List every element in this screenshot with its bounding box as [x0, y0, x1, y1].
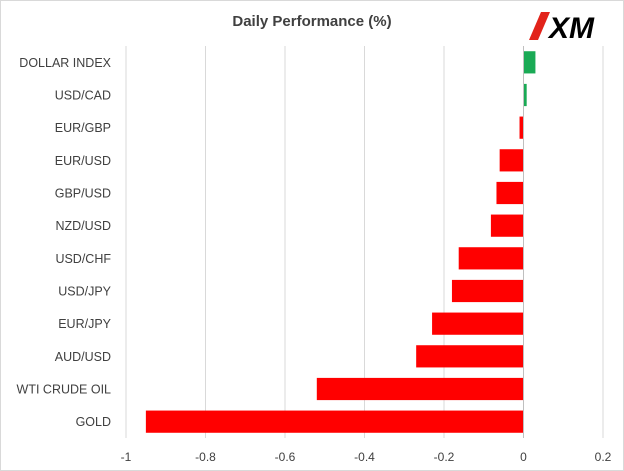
bars: [145, 51, 536, 433]
bar-dollar-index: [523, 51, 536, 74]
x-tick-label: -0.2: [434, 450, 455, 464]
bar-wti-crude-oil: [316, 377, 524, 401]
category-labels: DOLLAR INDEX USD/CAD EUR/GBP EUR/USD GBP/USD…: [17, 56, 112, 429]
bar-eur-usd: [499, 149, 524, 172]
bar-usd-cad: [523, 83, 527, 107]
category-label-gbp-usd: GBP/USD: [55, 187, 111, 201]
bar-gbp-usd: [496, 181, 524, 205]
category-label-usd-chf: USD/CHF: [55, 252, 111, 266]
chart-title: Daily Performance (%): [232, 13, 391, 30]
x-tick-label: -0.8: [195, 450, 216, 464]
x-tick-label: -0.4: [354, 450, 375, 464]
category-label-usd-cad: USD/CAD: [55, 89, 111, 103]
category-label-eur-gbp: EUR/GBP: [55, 121, 111, 135]
tick-labels: -1 -0.8 -0.6 -0.4 -0.2 0 0.2: [121, 450, 612, 464]
category-label-eur-jpy: EUR/JPY: [58, 317, 111, 331]
grid-lines: [125, 46, 604, 438]
logo-text: XM: [547, 12, 595, 45]
x-tick-label: -0.6: [275, 450, 296, 464]
category-label-gold: GOLD: [76, 415, 111, 429]
category-label-eur-usd: EUR/USD: [55, 154, 111, 168]
x-tick-label: 0: [520, 450, 527, 464]
category-label-dollar-index: DOLLAR INDEX: [19, 56, 111, 70]
category-label-nzd-usd: NZD/USD: [55, 219, 111, 233]
logo-slash-accent: [529, 12, 550, 40]
bar-nzd-usd: [490, 214, 524, 237]
bar-eur-gbp: [519, 116, 524, 139]
bar-eur-jpy: [432, 312, 524, 335]
x-tick-label: -1: [121, 450, 132, 464]
bar-usd-chf: [458, 247, 524, 270]
category-label-usd-jpy: USD/JPY: [58, 285, 111, 299]
xm-logo: XM: [529, 12, 595, 45]
bar-aud-usd: [416, 345, 524, 368]
bar-gold: [145, 410, 524, 433]
category-label-aud-usd: AUD/USD: [55, 350, 111, 364]
bar-usd-jpy: [451, 279, 524, 303]
category-label-wti-crude-oil: WTI CRUDE OIL: [17, 383, 111, 397]
x-tick-label: 0.2: [595, 450, 612, 464]
